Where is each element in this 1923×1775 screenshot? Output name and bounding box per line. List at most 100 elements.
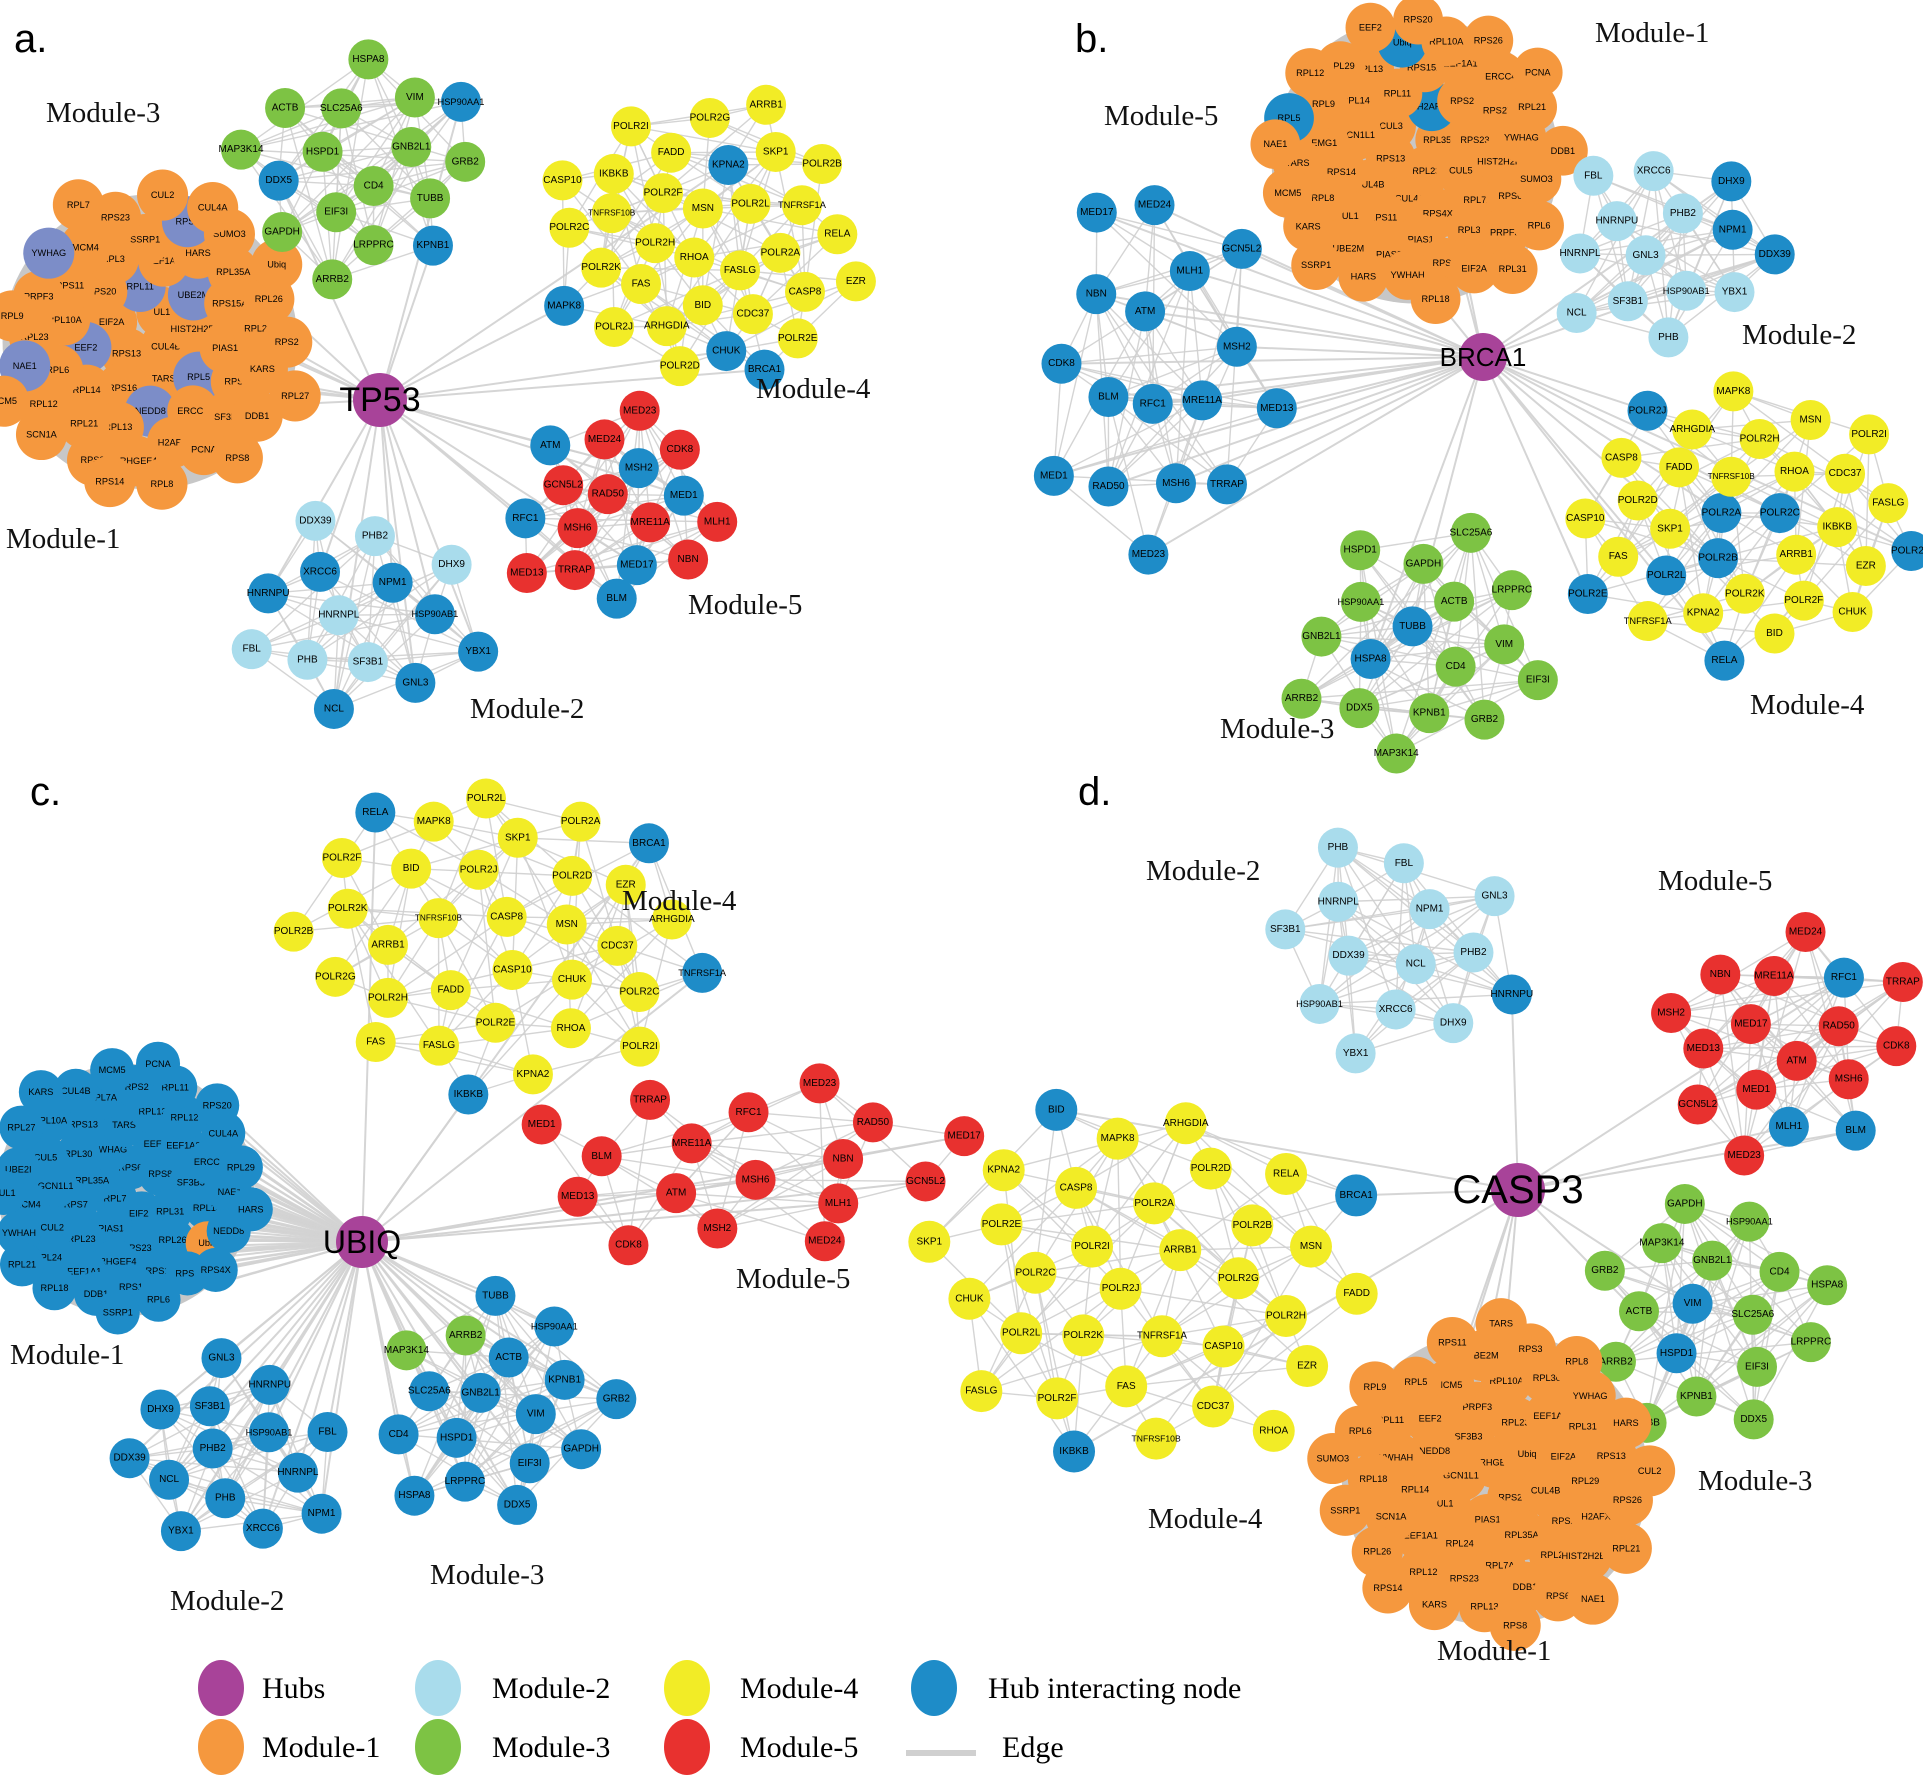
node-CASP10[interactable]: CASP10 bbox=[542, 160, 583, 201]
node-PHB[interactable]: PHB bbox=[205, 1478, 246, 1519]
node-MAP3K14[interactable]: MAP3K14 bbox=[1639, 1223, 1685, 1264]
node-BLM[interactable]: BLM bbox=[596, 578, 637, 619]
node-HSPD1[interactable]: HSPD1 bbox=[1340, 530, 1381, 571]
node-POLR2H[interactable]: POLR2H bbox=[635, 223, 675, 264]
node-HSP90AB1[interactable]: HSP90AB1 bbox=[1663, 270, 1710, 311]
node-ARHGDIA[interactable]: ARHGDIA bbox=[1163, 1102, 1209, 1145]
node-POLR2B[interactable]: POLR2B bbox=[273, 911, 314, 952]
node-MAPK8[interactable]: MAPK8 bbox=[1096, 1117, 1139, 1160]
node-BRCA1[interactable]: BRCA1 bbox=[628, 823, 669, 864]
node-ARRB1[interactable]: ARRB1 bbox=[368, 924, 409, 965]
node-KPNA2[interactable]: KPNA2 bbox=[982, 1149, 1025, 1192]
node-CDK8[interactable]: CDK8 bbox=[1041, 343, 1082, 384]
node-DHX9[interactable]: DHX9 bbox=[1711, 161, 1752, 202]
node-RPL21[interactable]: RPL21 bbox=[0, 1242, 45, 1287]
node-DHX9[interactable]: DHX9 bbox=[1433, 1003, 1474, 1044]
node-NBN[interactable]: NBN bbox=[668, 539, 709, 580]
node-FAS[interactable]: FAS bbox=[1598, 536, 1639, 577]
node-XRCC6[interactable]: XRCC6 bbox=[300, 551, 341, 592]
node-POLR2F[interactable]: POLR2F bbox=[321, 838, 362, 879]
node-DDX39[interactable]: DDX39 bbox=[1328, 935, 1369, 976]
node-ACTB[interactable]: ACTB bbox=[265, 87, 306, 128]
node-POLR2B[interactable]: POLR2B bbox=[802, 144, 842, 185]
node-GNL3[interactable]: GNL3 bbox=[201, 1338, 242, 1379]
node-DDB1[interactable]: DDB1 bbox=[231, 390, 283, 442]
node-EIF3I[interactable]: EIF3I bbox=[509, 1443, 550, 1484]
node-CDC37[interactable]: CDC37 bbox=[597, 925, 638, 966]
node-GNL3[interactable]: GNL3 bbox=[1474, 876, 1515, 917]
node-PHB2[interactable]: PHB2 bbox=[1453, 932, 1494, 973]
node-CDC37[interactable]: CDC37 bbox=[732, 294, 773, 335]
node-TUBB[interactable]: TUBB bbox=[410, 178, 451, 219]
node-MED17[interactable]: MED17 bbox=[1076, 192, 1117, 233]
node-TNFRSF1A[interactable]: TNFRSF1A bbox=[1624, 601, 1673, 642]
node-XRCC6[interactable]: XRCC6 bbox=[242, 1508, 283, 1549]
node-RPL29[interactable]: RPL29 bbox=[218, 1145, 263, 1190]
node-RPL18[interactable]: RPL18 bbox=[32, 1266, 77, 1311]
node-POLR2I[interactable]: POLR2I bbox=[610, 106, 651, 147]
node-POLR2F[interactable]: POLR2F bbox=[643, 173, 684, 214]
node-MED17[interactable]: MED17 bbox=[1730, 1004, 1771, 1045]
node-CASP8[interactable]: CASP8 bbox=[784, 271, 825, 312]
node-EZR[interactable]: EZR bbox=[605, 864, 646, 905]
node-GRB2[interactable]: GRB2 bbox=[1584, 1250, 1625, 1291]
node-RPL5[interactable]: RPL5 bbox=[1390, 1356, 1442, 1408]
node-MED17[interactable]: MED17 bbox=[616, 545, 657, 586]
node-SKP1[interactable]: SKP1 bbox=[497, 817, 538, 858]
node-GAPDH[interactable]: GAPDH bbox=[561, 1429, 602, 1470]
node-KPNA2[interactable]: KPNA2 bbox=[1683, 593, 1724, 634]
node-FADD[interactable]: FADD bbox=[1659, 447, 1700, 488]
node-NCL[interactable]: NCL bbox=[1556, 292, 1597, 333]
hub-node-BRCA1[interactable]: BRCA1 bbox=[1440, 333, 1527, 381]
node-MSH2[interactable]: MSH2 bbox=[697, 1208, 738, 1249]
node-LRPPRC[interactable]: LRPPRC bbox=[1791, 1322, 1832, 1363]
node-FAS[interactable]: FAS bbox=[621, 263, 662, 304]
node-POLR2H[interactable]: POLR2H bbox=[368, 977, 408, 1018]
node-RELA[interactable]: RELA bbox=[355, 792, 396, 833]
node-HNRNPU[interactable]: HNRNPU bbox=[248, 1364, 291, 1405]
node-RPL27[interactable]: RPL27 bbox=[269, 370, 321, 422]
node-POLR2E[interactable]: POLR2E bbox=[980, 1203, 1023, 1246]
node-GNB2L1[interactable]: GNB2L1 bbox=[1692, 1240, 1733, 1281]
node-HNRNPU[interactable]: HNRNPU bbox=[247, 573, 290, 614]
node-IKBKB[interactable]: IKBKB bbox=[448, 1074, 489, 1115]
node-RPS20[interactable]: RPS20 bbox=[1393, 0, 1443, 45]
node-HSPA8[interactable]: HSPA8 bbox=[394, 1475, 435, 1516]
node-POLR2G[interactable]: POLR2G bbox=[1891, 530, 1923, 571]
node-XRCC6[interactable]: XRCC6 bbox=[1375, 989, 1416, 1030]
node-KPNB1[interactable]: KPNB1 bbox=[1676, 1376, 1717, 1417]
node-POLR2K[interactable]: POLR2K bbox=[1724, 573, 1765, 614]
node-MED23[interactable]: MED23 bbox=[619, 390, 660, 431]
node-GCN5L2[interactable]: GCN5L2 bbox=[543, 465, 584, 506]
node-RPL7[interactable]: RPL7 bbox=[52, 179, 104, 231]
node-MAP3K14[interactable]: MAP3K14 bbox=[1374, 733, 1419, 774]
node-POLR2G[interactable]: POLR2G bbox=[315, 956, 356, 997]
node-RFC1[interactable]: RFC1 bbox=[728, 1092, 769, 1133]
node-MED13[interactable]: MED13 bbox=[506, 553, 547, 594]
node-MCM5[interactable]: MCM5 bbox=[1262, 167, 1313, 218]
node-TRRAP[interactable]: TRRAP bbox=[630, 1079, 671, 1120]
node-RAD50[interactable]: RAD50 bbox=[1088, 466, 1129, 507]
node-CD4[interactable]: CD4 bbox=[378, 1414, 419, 1455]
node-MLH1[interactable]: MLH1 bbox=[1768, 1106, 1809, 1147]
node-ARRB2[interactable]: ARRB2 bbox=[1595, 1341, 1636, 1382]
node-POLR2E[interactable]: POLR2E bbox=[1567, 574, 1608, 615]
node-SLC25A6[interactable]: SLC25A6 bbox=[1731, 1294, 1775, 1335]
node-CHUK[interactable]: CHUK bbox=[948, 1277, 991, 1320]
node-ACTB[interactable]: ACTB bbox=[1619, 1291, 1660, 1332]
node-FBL[interactable]: FBL bbox=[307, 1412, 348, 1453]
node-GNB2L1[interactable]: GNB2L1 bbox=[460, 1372, 501, 1413]
node-TNFRSF1A[interactable]: TNFRSF1A bbox=[778, 185, 827, 226]
node-BID[interactable]: BID bbox=[682, 285, 723, 326]
node-BRCA1[interactable]: BRCA1 bbox=[1335, 1174, 1378, 1217]
node-CASP8[interactable]: CASP8 bbox=[1601, 437, 1642, 478]
node-MSH6[interactable]: MSH6 bbox=[1155, 463, 1196, 504]
node-HSP90AA1[interactable]: HSP90AA1 bbox=[1337, 581, 1384, 622]
node-IKBKB[interactable]: IKBKB bbox=[1053, 1430, 1096, 1473]
node-RPS14[interactable]: RPS14 bbox=[84, 455, 136, 508]
node-POLR2C[interactable]: POLR2C bbox=[619, 972, 659, 1013]
node-EZR[interactable]: EZR bbox=[835, 261, 876, 302]
node-DDX5[interactable]: DDX5 bbox=[497, 1484, 538, 1525]
node-POLR2D[interactable]: POLR2D bbox=[1618, 480, 1658, 521]
node-ATM[interactable]: ATM bbox=[1776, 1040, 1817, 1081]
